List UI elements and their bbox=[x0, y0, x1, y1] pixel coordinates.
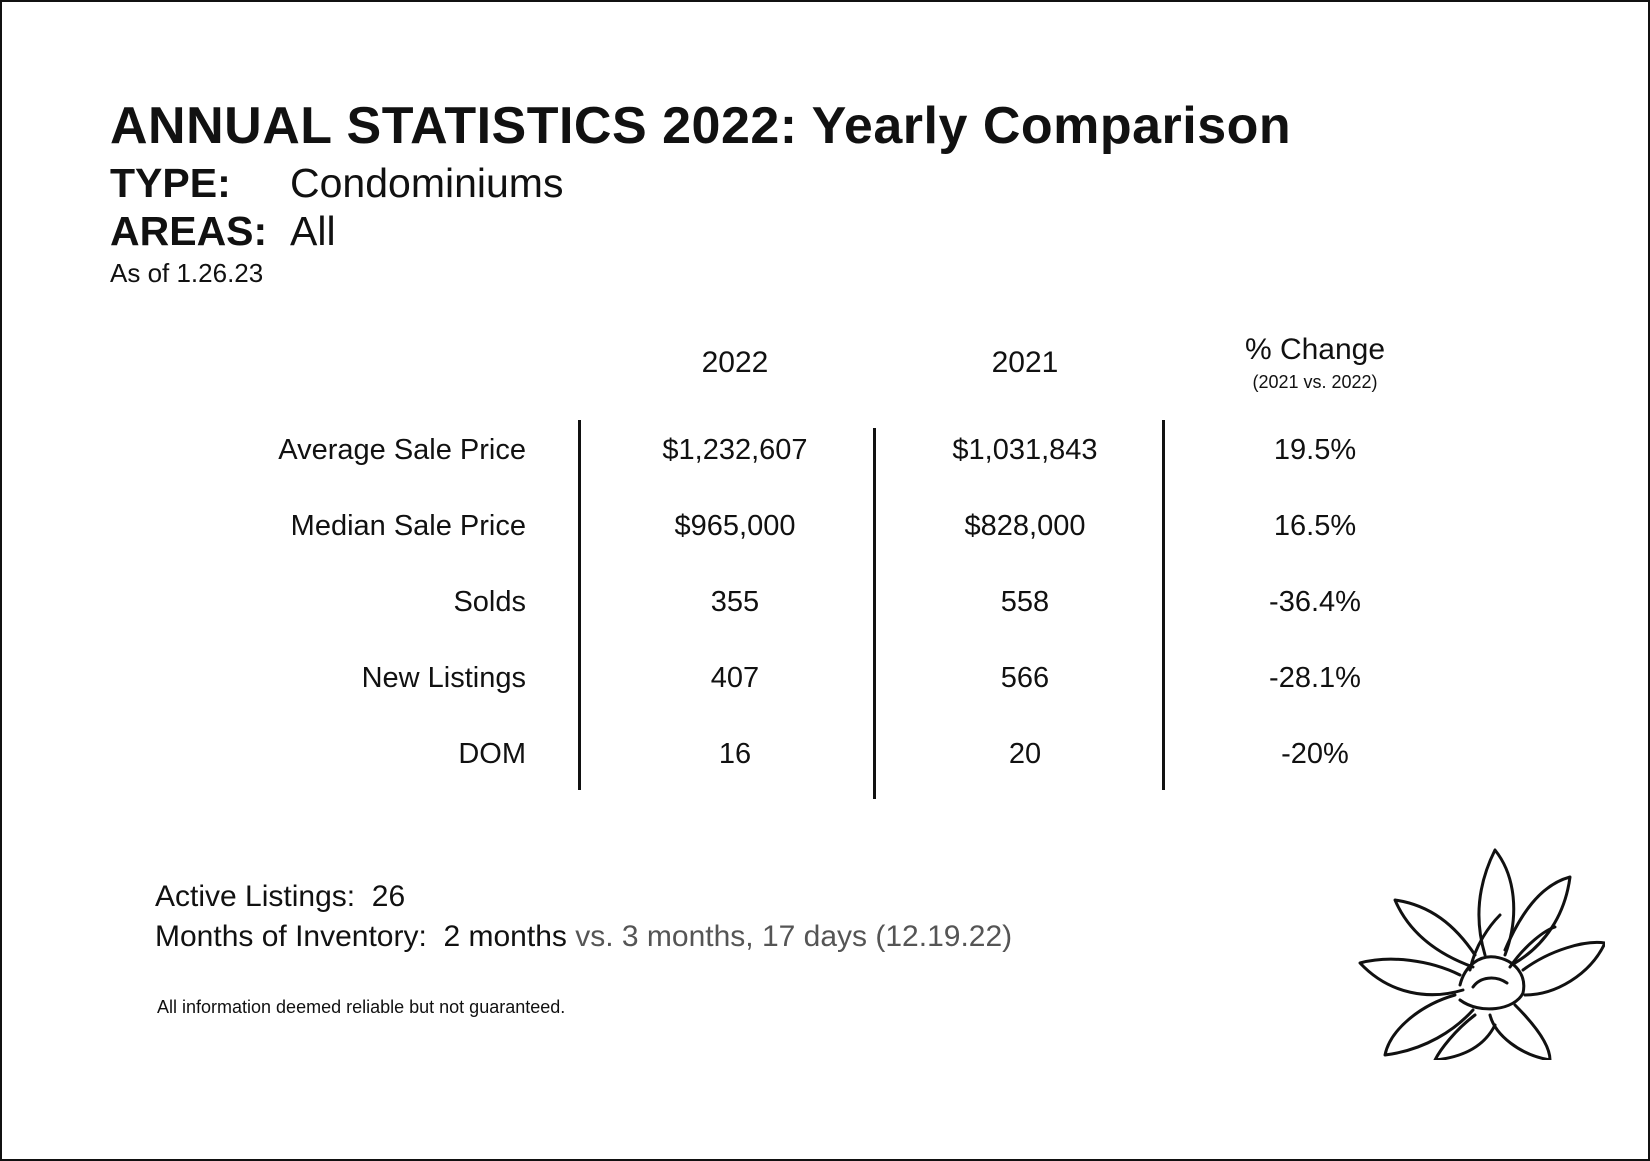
inventory-comparison: vs. 3 months, 17 days (12.19.22) bbox=[575, 920, 1013, 953]
value-2021: $828,000 bbox=[964, 510, 1086, 542]
row-label: New Listings bbox=[361, 662, 526, 694]
row-label: Solds bbox=[453, 586, 526, 618]
months-of-inventory: Months of Inventory: 2 months vs. 3 mont… bbox=[155, 920, 1012, 954]
active-listings: Active Listings: 26 bbox=[155, 880, 405, 914]
value-change: 19.5% bbox=[1273, 434, 1357, 466]
as-of-date: As of 1.26.23 bbox=[110, 258, 264, 288]
column-header-change-subtitle: (2021 vs. 2022) bbox=[1252, 372, 1378, 392]
value-2021: 20 bbox=[1008, 738, 1042, 770]
areas-row: AREAS: All bbox=[110, 208, 336, 255]
table-row: Median Sale Price $965,000 $828,000 16.5… bbox=[0, 510, 1650, 550]
value-2021: $1,031,843 bbox=[952, 434, 1098, 466]
value-2022: 407 bbox=[710, 662, 760, 694]
table-row: DOM 16 20 -20% bbox=[0, 738, 1650, 778]
inventory-value: 2 months bbox=[443, 920, 567, 953]
column-divider bbox=[1162, 420, 1165, 790]
type-row: TYPE: Condominiums bbox=[110, 160, 563, 207]
value-2022: 355 bbox=[710, 586, 760, 618]
table-row: New Listings 407 566 -28.1% bbox=[0, 662, 1650, 702]
value-change: 16.5% bbox=[1273, 510, 1357, 542]
lotus-flower-icon bbox=[1358, 848, 1605, 1060]
value-change: -36.4% bbox=[1269, 586, 1361, 618]
column-header-2021: 2021 bbox=[991, 346, 1059, 379]
column-divider bbox=[578, 420, 581, 790]
areas-value: All bbox=[290, 208, 336, 254]
inventory-label: Months of Inventory: bbox=[155, 920, 427, 953]
column-header-2022: 2022 bbox=[701, 346, 769, 379]
column-divider bbox=[873, 428, 876, 799]
column-header-change: % Change bbox=[1244, 333, 1386, 366]
value-2022: $1,232,607 bbox=[662, 434, 808, 466]
page-title: ANNUAL STATISTICS 2022: Yearly Compariso… bbox=[110, 97, 1292, 155]
table-row: Average Sale Price $1,232,607 $1,031,843… bbox=[0, 434, 1650, 474]
table-row: Solds 355 558 -36.4% bbox=[0, 586, 1650, 626]
value-2021: 566 bbox=[1000, 662, 1050, 694]
row-label: Average Sale Price bbox=[278, 434, 526, 466]
value-2022: 16 bbox=[718, 738, 752, 770]
type-value: Condominiums bbox=[290, 160, 564, 206]
disclaimer: All information deemed reliable but not … bbox=[157, 997, 566, 1017]
value-2022: $965,000 bbox=[674, 510, 796, 542]
row-label: DOM bbox=[458, 738, 526, 770]
type-label: TYPE: bbox=[110, 160, 231, 206]
value-change: -20% bbox=[1281, 738, 1349, 770]
row-label: Median Sale Price bbox=[290, 510, 526, 542]
active-listings-value: 26 bbox=[371, 880, 406, 913]
areas-label: AREAS: bbox=[110, 208, 268, 254]
active-listings-label: Active Listings: bbox=[155, 880, 356, 913]
value-2021: 558 bbox=[1000, 586, 1050, 618]
value-change: -28.1% bbox=[1269, 662, 1361, 694]
